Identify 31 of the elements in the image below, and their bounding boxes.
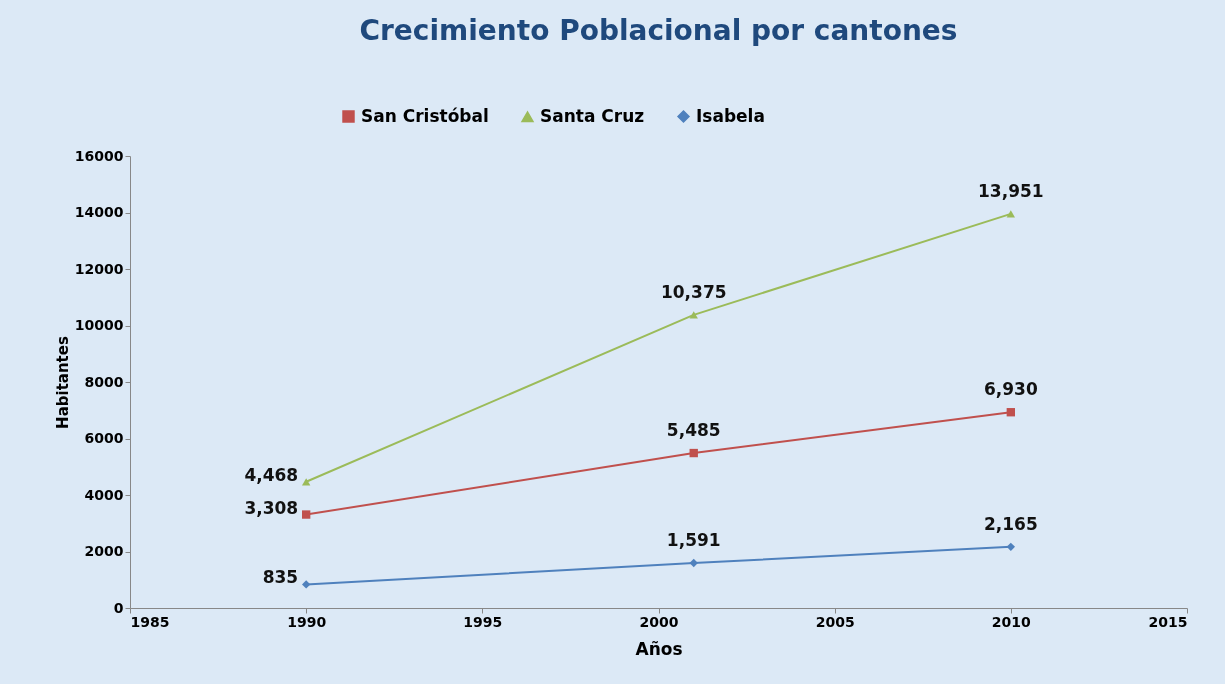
x-tick-label: 2005 <box>815 613 855 630</box>
legend-label: Santa Cruz <box>540 105 645 126</box>
y-tick-label: 6000 <box>84 430 124 446</box>
data-label: 1,591 <box>666 530 721 551</box>
x-tick-label: 2000 <box>639 613 679 630</box>
y-tick-label: 8000 <box>84 373 124 390</box>
data-label: 13,951 <box>978 180 1044 201</box>
data-label: 10,375 <box>660 281 727 302</box>
legend-label: San Cristóbal <box>361 105 489 126</box>
y-tick-label: 0 <box>113 599 124 616</box>
data-label: 835 <box>262 567 299 588</box>
data-label: 2,165 <box>983 513 1038 534</box>
y-tick-label: 4000 <box>84 486 124 503</box>
x-tick-label: 1985 <box>130 613 170 630</box>
y-axis-title: Habitantes <box>53 336 72 429</box>
data-label: 6,930 <box>983 379 1038 400</box>
y-tick-label: 16000 <box>74 147 124 164</box>
y-tick-label: 2000 <box>84 543 124 559</box>
x-axis-title: Años <box>635 638 683 659</box>
data-label: 4,468 <box>244 464 299 485</box>
y-tick-label: 10000 <box>74 317 124 333</box>
y-tick-label: 14000 <box>74 204 124 220</box>
chart-title: Crecimiento Poblacional por cantones <box>359 14 958 47</box>
x-tick-label: 2015 <box>1148 613 1188 630</box>
x-tick-label: 1995 <box>463 613 503 630</box>
data-label: 5,485 <box>666 420 721 441</box>
data-label: 3,308 <box>244 497 299 518</box>
legend-label: Isabela <box>696 105 765 126</box>
y-tick-label: 12000 <box>74 260 124 277</box>
x-tick-label: 2010 <box>991 613 1032 630</box>
x-tick-label: 1990 <box>287 613 327 630</box>
